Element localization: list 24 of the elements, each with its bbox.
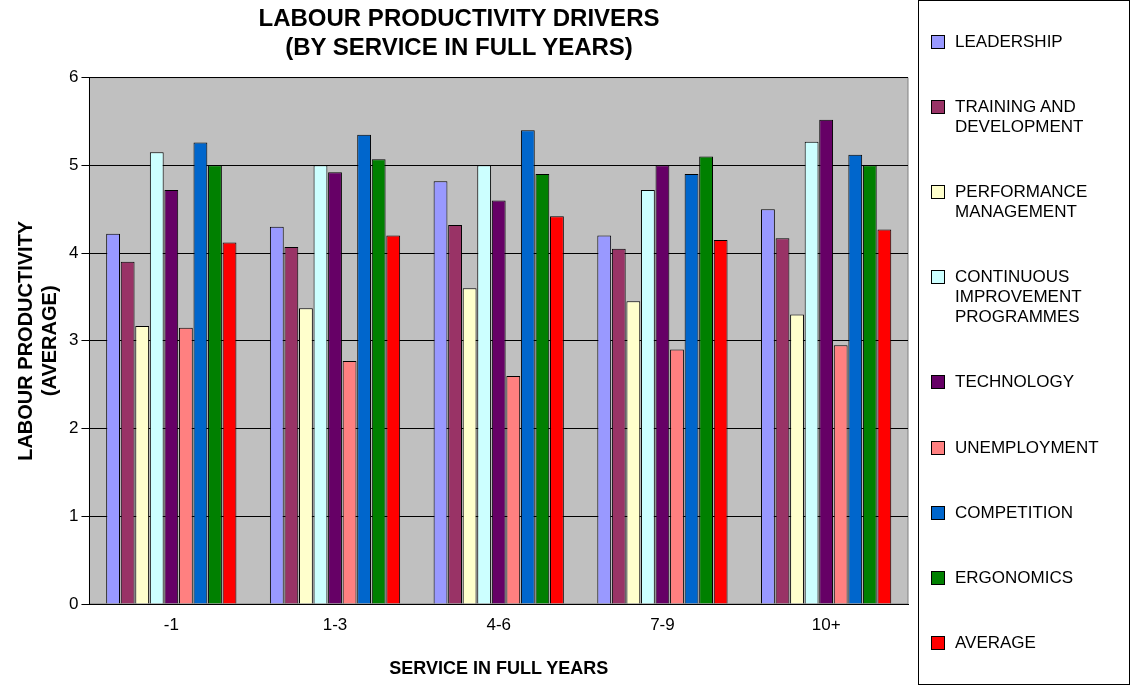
legend-label: UNEMPLOYMENT bbox=[955, 437, 1099, 458]
x-tick-label: 10+ bbox=[811, 614, 841, 634]
chart-title: LABOUR PRODUCTIVITY DRIVERS (BY SERVICE IN FULL YEARS) bbox=[258, 4, 660, 60]
legend-label: PERFORMANCE MANAGEMENT bbox=[955, 182, 1089, 223]
y-tick-label: 5 bbox=[68, 155, 79, 175]
x-tick-label: 7-9 bbox=[650, 614, 675, 634]
y-tick-label: 1 bbox=[68, 505, 79, 525]
legend-label: CONTINUOUS IMPROVEMENT PROGRAMMES bbox=[955, 267, 1083, 328]
x-tick-label: 4-6 bbox=[486, 614, 512, 634]
y-axis-title: LABOUR PRODUCTIVITY (AVERAGE) bbox=[13, 220, 60, 461]
legend-label: TECHNOLOGY bbox=[955, 372, 1075, 393]
legend-label: AVERAGE bbox=[955, 633, 1036, 654]
y-tick-label: 3 bbox=[68, 330, 79, 350]
x-tick-label: -1 bbox=[163, 614, 179, 634]
y-tick-label: 6 bbox=[68, 67, 79, 87]
x-tick-label: 1-3 bbox=[322, 614, 348, 634]
legend-label: LEADERSHIP bbox=[955, 31, 1063, 52]
y-tick-label: 4 bbox=[68, 242, 79, 262]
y-tick-label: 0 bbox=[68, 593, 79, 613]
x-axis-title: SERVICE IN FULL YEARS bbox=[389, 658, 609, 679]
legend-label: TRAINING AND DEVELOPMENT bbox=[955, 96, 1085, 137]
legend-label: COMPETITION bbox=[955, 502, 1074, 523]
legend-label: ERGONOMICS bbox=[955, 568, 1074, 589]
y-tick-label: 2 bbox=[68, 418, 79, 438]
